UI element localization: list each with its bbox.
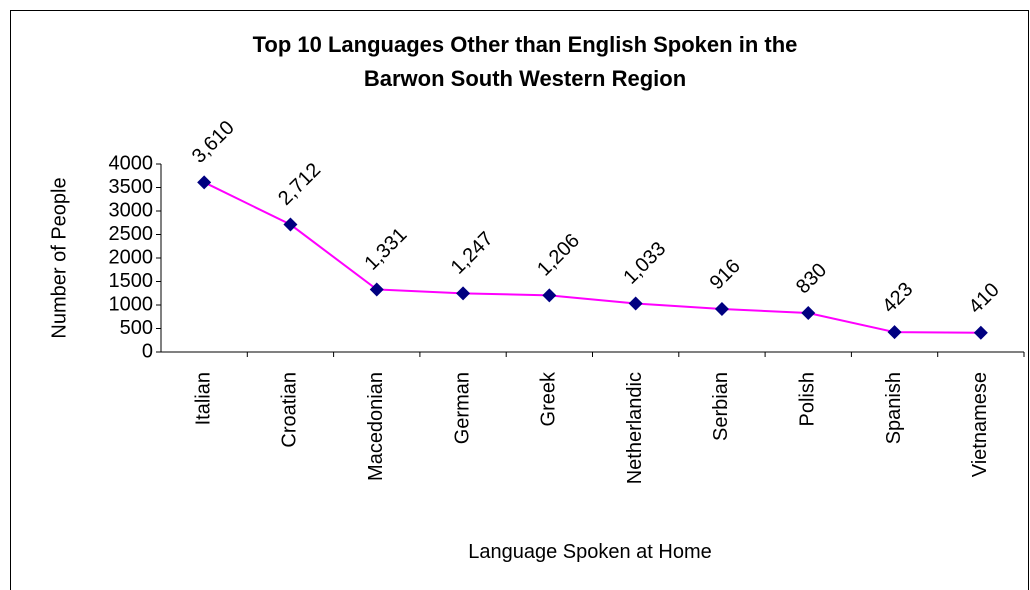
- y-tick-label: 0: [142, 340, 153, 362]
- data-point: [197, 175, 212, 190]
- data-point: [369, 282, 384, 297]
- x-tick-label: Vietnamese: [969, 372, 991, 477]
- y-tick-label: 2500: [109, 223, 154, 245]
- chart-title: Top 10 Languages Other than English Spok…: [253, 32, 798, 57]
- y-tick-label: 3500: [109, 176, 154, 198]
- x-axis-label: Language Spoken at Home: [468, 541, 712, 563]
- x-tick-label: Netherlandic: [624, 372, 646, 484]
- x-tick-label: German: [451, 372, 473, 444]
- y-tick-label: 1000: [109, 293, 154, 315]
- y-tick-label: 1500: [109, 270, 154, 292]
- y-axis-label: Number of People: [48, 177, 70, 338]
- x-tick-label: Croatian: [279, 372, 301, 448]
- y-tick-label: 500: [120, 317, 153, 339]
- data-point: [714, 301, 729, 316]
- data-point: [542, 288, 557, 303]
- x-tick-label: Macedonian: [365, 372, 387, 481]
- data-point: [973, 325, 988, 340]
- x-tick-label: Serbian: [710, 372, 732, 441]
- y-tick-label: 3000: [109, 199, 154, 221]
- data-point: [456, 286, 471, 301]
- data-point: [283, 217, 298, 232]
- chart-title: Barwon South Western Region: [364, 66, 686, 91]
- data-point: [887, 325, 902, 340]
- x-tick-label: Italian: [192, 372, 214, 425]
- data-point: [628, 296, 643, 311]
- y-tick-label: 2000: [109, 246, 154, 268]
- chart-border: [10, 10, 1029, 590]
- data-point: [801, 305, 816, 320]
- x-tick-label: Polish: [797, 372, 819, 426]
- x-tick-label: Spanish: [883, 372, 905, 444]
- x-tick-label: Greek: [538, 371, 560, 426]
- data-line: [203, 181, 981, 334]
- y-tick-label: 4000: [109, 152, 154, 174]
